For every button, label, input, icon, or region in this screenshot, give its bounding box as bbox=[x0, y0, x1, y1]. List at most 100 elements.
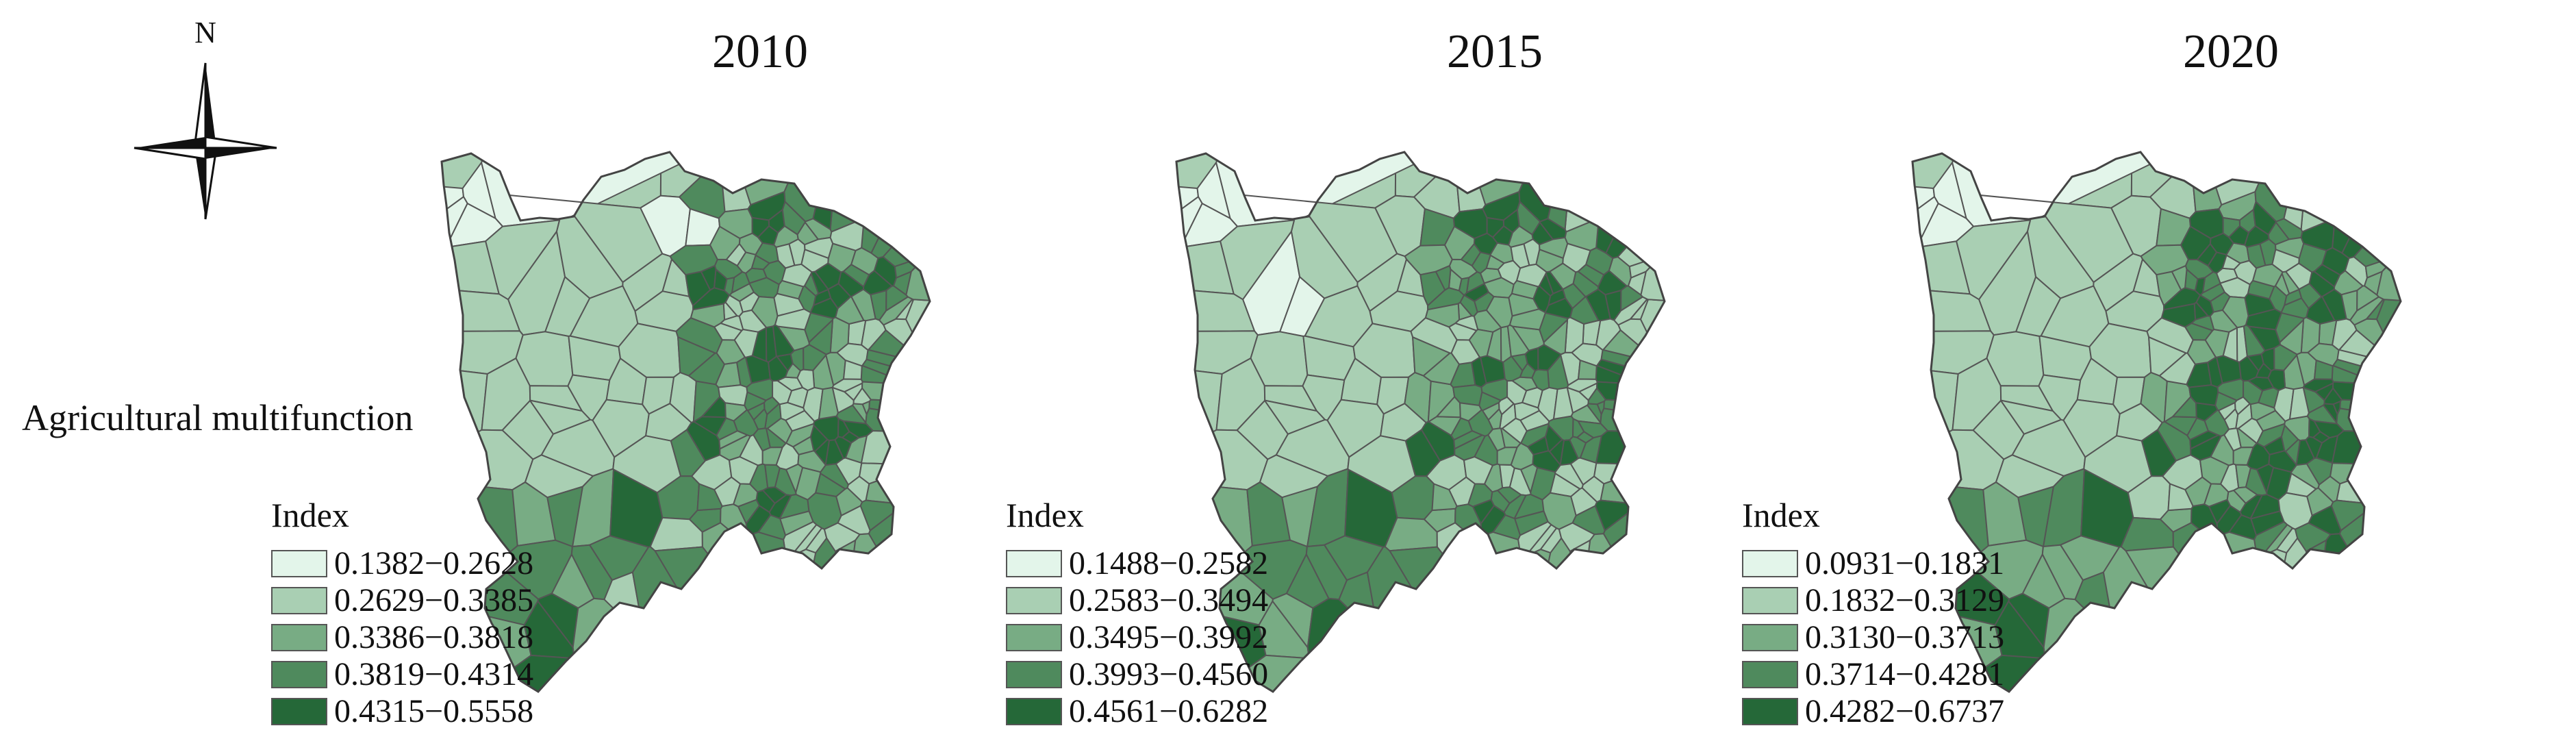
legend-label: 0.3130−0.3713 bbox=[1805, 619, 2005, 655]
county-region bbox=[1511, 279, 1539, 300]
county-region bbox=[797, 450, 826, 473]
panel-year-title: 2010 bbox=[712, 25, 808, 78]
county-region bbox=[796, 221, 819, 246]
county-region bbox=[2259, 238, 2277, 266]
legend-swatch bbox=[271, 661, 327, 688]
legend-label: 0.1382−0.2628 bbox=[334, 545, 534, 581]
legend-label: 0.3819−0.4314 bbox=[334, 656, 534, 692]
county-region bbox=[2199, 456, 2230, 485]
legend-swatch bbox=[271, 698, 327, 725]
county-region bbox=[2195, 402, 2219, 422]
county-region bbox=[1463, 283, 1489, 302]
county-region bbox=[2221, 254, 2241, 271]
county-region bbox=[2190, 315, 2215, 331]
legend-swatch bbox=[1742, 698, 1798, 725]
legend-row: 0.3993−0.4560 bbox=[1006, 656, 1293, 693]
county-region bbox=[779, 510, 814, 536]
county-region bbox=[2000, 399, 2062, 435]
county-region bbox=[1497, 486, 1522, 504]
map-panel-2015: 2015 Index 0.1488−0.2582 0.2583−0.3494 0… bbox=[1006, 0, 1871, 752]
county-region bbox=[2267, 221, 2290, 246]
legend-title: Index bbox=[1742, 496, 1820, 534]
county-region bbox=[1450, 339, 1480, 365]
legend-row: 0.2629−0.3385 bbox=[271, 582, 559, 619]
county-region bbox=[1506, 379, 1528, 405]
county-region bbox=[1492, 225, 1513, 246]
legend-title: Index bbox=[271, 496, 349, 534]
region-map bbox=[1911, 151, 2402, 693]
county-region bbox=[716, 417, 738, 441]
county-region bbox=[1566, 378, 1598, 392]
county-region bbox=[1264, 399, 1326, 435]
map-panel-2010: 2010 Index 0.1382−0.2628 0.2629−0.3385 0… bbox=[271, 0, 1137, 752]
county-region bbox=[1514, 510, 1549, 536]
county-region bbox=[2285, 262, 2313, 290]
county-region bbox=[772, 324, 795, 358]
county-region bbox=[784, 362, 801, 379]
county-region bbox=[2289, 386, 2310, 420]
north-arrow-icon: N bbox=[134, 16, 277, 220]
county-region bbox=[831, 378, 863, 392]
legend-swatch bbox=[271, 587, 327, 614]
legend-swatch bbox=[1006, 587, 1062, 614]
county-region bbox=[2186, 339, 2217, 365]
legend-row: 0.1832−0.3129 bbox=[1742, 582, 2030, 619]
legend-swatch bbox=[1742, 550, 1798, 577]
county-region bbox=[842, 420, 874, 439]
legend-swatch bbox=[271, 550, 327, 577]
legend-label: 0.3993−0.4560 bbox=[1069, 656, 1269, 692]
county-region bbox=[747, 401, 766, 421]
county-region bbox=[1577, 264, 1605, 288]
legend-label: 0.3386−0.3818 bbox=[334, 619, 534, 655]
legend-row: 0.3819−0.4314 bbox=[271, 656, 559, 693]
panel-year-title: 2020 bbox=[2183, 25, 2279, 78]
county-region bbox=[738, 232, 763, 255]
map-panel-2020: 2020 Index 0.0931−0.1831 0.1832−0.3129 0… bbox=[1742, 0, 2576, 752]
county-region bbox=[842, 264, 870, 288]
county-region bbox=[798, 285, 817, 314]
legend-label: 0.1832−0.3129 bbox=[1805, 582, 2005, 618]
county-region bbox=[1485, 254, 1505, 271]
county-region bbox=[776, 279, 805, 300]
county-region bbox=[798, 549, 817, 563]
county-region bbox=[772, 379, 793, 405]
county-region bbox=[700, 265, 717, 291]
county-region bbox=[2247, 279, 2275, 300]
county-region bbox=[1549, 262, 1577, 290]
legend-label: 0.4315−0.5558 bbox=[334, 693, 534, 729]
legend-row: 0.3130−0.3713 bbox=[1742, 619, 2030, 656]
region-map bbox=[1175, 151, 1666, 693]
county-region bbox=[1431, 483, 1458, 512]
county-region bbox=[720, 315, 744, 331]
legend-swatch bbox=[1006, 698, 1062, 725]
legend-label: 0.1488−0.2582 bbox=[1069, 545, 1269, 581]
legend: Index 0.0931−0.1831 0.1832−0.3129 0.3130… bbox=[1742, 494, 2030, 730]
legend-row: 0.3386−0.3818 bbox=[271, 619, 559, 656]
county-region bbox=[1506, 324, 1530, 358]
legend-label: 0.4561−0.6282 bbox=[1069, 693, 1269, 729]
county-region bbox=[2269, 549, 2288, 563]
legend-label: 0.4282−0.6737 bbox=[1805, 693, 2005, 729]
region-map bbox=[440, 151, 931, 693]
legend-label: 0.3714−0.4281 bbox=[1805, 656, 2005, 692]
county-region bbox=[696, 483, 723, 512]
county-region bbox=[2233, 486, 2258, 504]
county-region bbox=[2268, 450, 2297, 473]
county-region bbox=[1532, 285, 1552, 314]
county-region bbox=[2223, 427, 2242, 452]
county-region bbox=[1482, 401, 1500, 421]
legend-swatch bbox=[271, 624, 327, 651]
county-region bbox=[750, 254, 770, 271]
county-region bbox=[1596, 401, 1605, 415]
legend-swatch bbox=[1742, 624, 1798, 651]
county-region bbox=[2209, 232, 2234, 255]
county-region bbox=[2269, 285, 2288, 314]
county-region bbox=[757, 225, 779, 246]
county-region bbox=[1459, 402, 1482, 422]
county-region bbox=[1454, 315, 1479, 331]
county-region bbox=[753, 427, 771, 452]
legend-row: 0.4315−0.5558 bbox=[271, 693, 559, 730]
county-region bbox=[2332, 401, 2341, 415]
county-region bbox=[1450, 417, 1473, 441]
county-region bbox=[724, 402, 748, 422]
